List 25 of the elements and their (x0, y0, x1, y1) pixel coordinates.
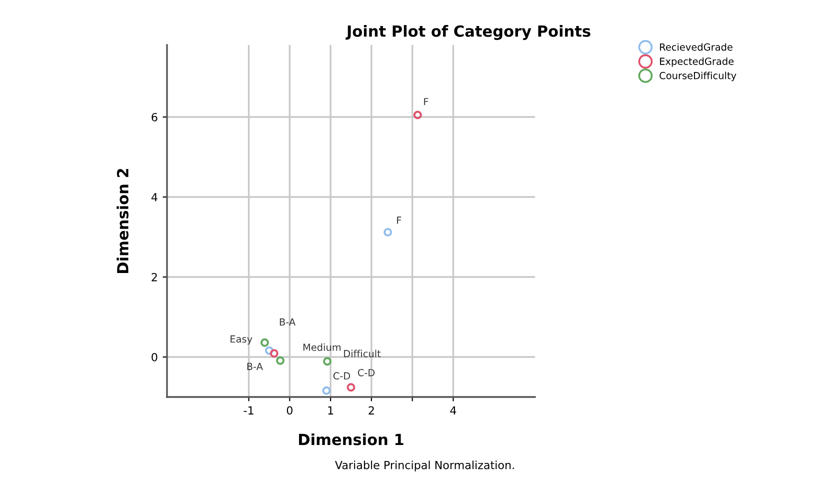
y-tick-label: 4 (151, 193, 158, 202)
annotation: Medium (303, 343, 341, 351)
y-tick-label: 2 (152, 272, 157, 282)
x-tick-label: 4 (450, 406, 456, 414)
annotation: B-A (280, 318, 296, 326)
legend-label: CourseDifficulty (660, 72, 736, 82)
annotation: F (397, 216, 402, 224)
text: Variable Principal Normalization. (335, 460, 514, 472)
x-axis-title: Dimension 1 (299, 433, 404, 446)
x-tick-label: 0 (286, 406, 292, 415)
annotation: C-D (358, 368, 375, 376)
annotation: F (424, 98, 428, 106)
y-tick-label: 0 (152, 352, 158, 362)
annotation: B-A (247, 362, 263, 370)
chart-title: Joint Plot of Category Points (346, 25, 590, 40)
legend-label: RecievedGrade (660, 43, 732, 51)
legend-label: ExpectedGrade (660, 57, 734, 67)
y-axis-title: Dimension 2 (116, 168, 128, 273)
annotation: C-D (333, 372, 350, 380)
x-tick-label: 1 (328, 406, 334, 414)
annotation: Easy (230, 335, 252, 345)
annotation: Difficult (344, 350, 381, 358)
x-tick-label: 2 (368, 406, 374, 414)
x-tick-label: -1 (244, 406, 254, 414)
y-tick-label: 6 (152, 112, 158, 122)
